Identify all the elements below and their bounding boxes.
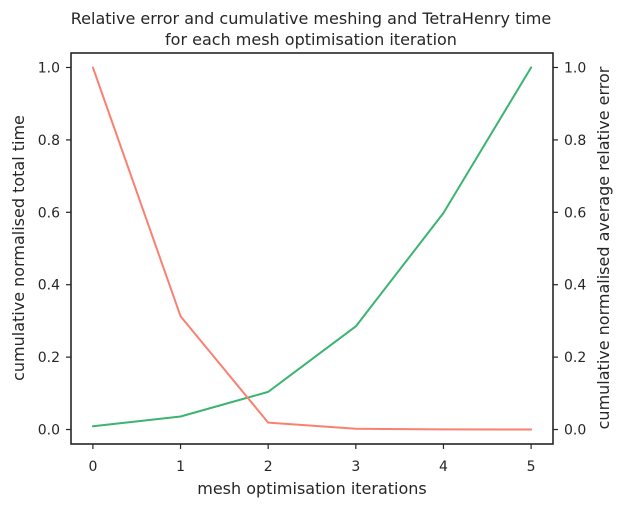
x-tick-label: 2 — [264, 459, 273, 475]
y-tick-label-right: 1.0 — [564, 60, 586, 76]
series-line-right-axis — [91, 66, 533, 431]
chart-title-line1: Relative error and cumulative meshing an… — [71, 9, 551, 28]
plot-area: 0 1 2 3 4 5 0.0 0.2 0.4 0.6 0.8 1.0 0.0 0.2 0.4 0.6 0.8 1… — [38, 60, 587, 475]
y-axis-label-left: cumulative normalised total time — [9, 115, 28, 381]
x-tick-label: 0 — [88, 459, 97, 475]
x-tick-label: 5 — [527, 459, 536, 475]
y-axis-label-right: cumulative normalised average relative e… — [594, 66, 613, 429]
y-tick-label-right: 0.2 — [564, 350, 586, 366]
x-tick-label: 1 — [176, 459, 185, 475]
y-tick-label-right: 0.6 — [564, 205, 586, 221]
y-tick-label-left: 0.2 — [38, 350, 60, 366]
y-tick-label-left: 0.6 — [38, 205, 60, 221]
y-tick-label-right: 0.0 — [564, 423, 586, 439]
axes-frame — [70, 52, 554, 445]
x-tick-label: 4 — [439, 459, 448, 475]
y-tick-label-left: 0.8 — [38, 133, 60, 149]
chart-title-line2: for each mesh optimisation iteration — [165, 30, 457, 49]
y-tick-label-right: 0.8 — [564, 133, 586, 149]
y-tick-label-left: 1.0 — [38, 60, 60, 76]
y-tick-label-left: 0.0 — [38, 423, 60, 439]
series-line-left-axis — [91, 66, 533, 428]
y-tick-label-right: 0.4 — [564, 278, 586, 294]
y-tick-label-left: 0.4 — [38, 278, 60, 294]
x-tick-label: 3 — [351, 459, 360, 475]
x-axis-label: mesh optimisation iterations — [197, 479, 427, 498]
